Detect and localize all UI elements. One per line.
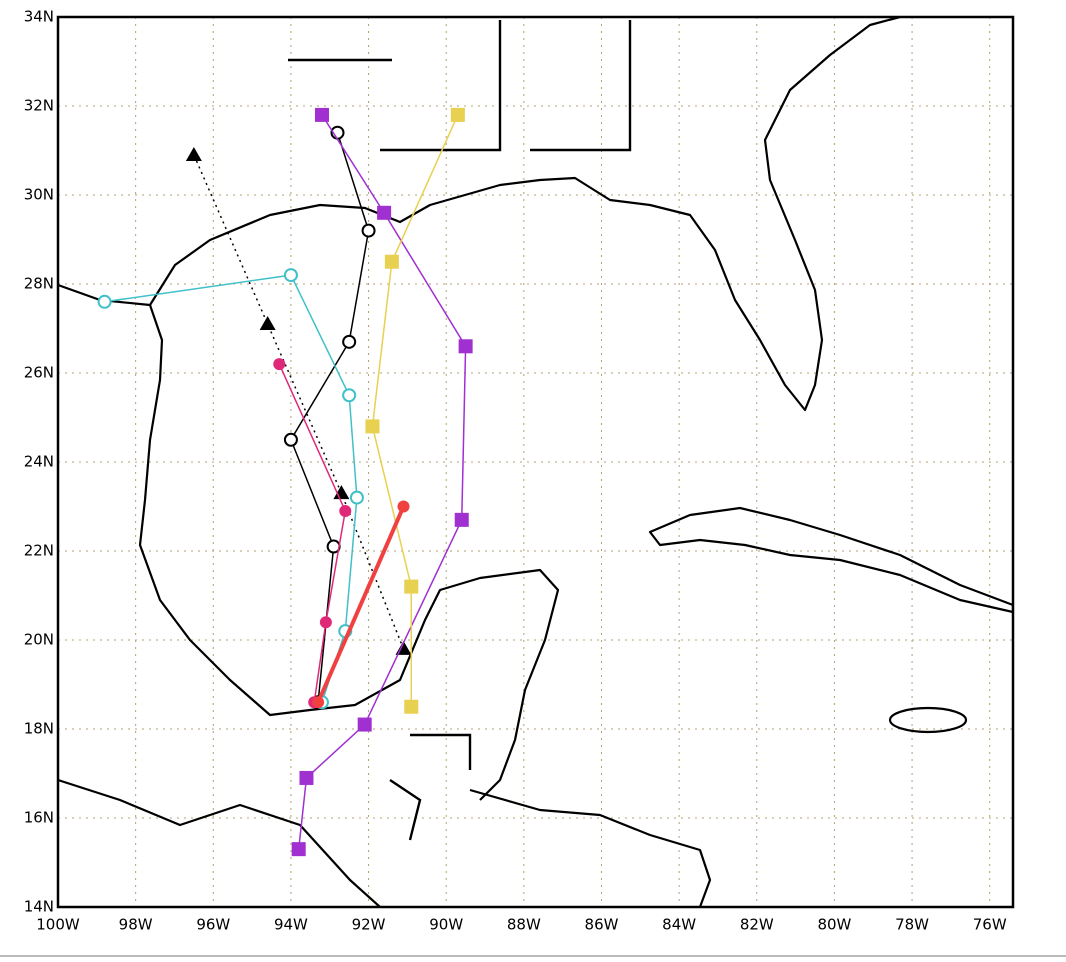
x-tick-label: 98W — [119, 916, 153, 934]
track-line — [278, 363, 347, 703]
x-tick-label: 100W — [36, 916, 80, 934]
borders — [288, 20, 632, 841]
track-point — [333, 485, 350, 500]
x-tick-label: 96W — [196, 916, 230, 934]
track-point — [319, 616, 332, 629]
track-line — [104, 274, 358, 703]
track-line — [290, 132, 370, 703]
central-america — [58, 778, 381, 907]
gulf-coast — [58, 283, 560, 801]
x-tick-label: 84W — [662, 916, 696, 934]
land-outlines — [58, 17, 1013, 907]
track-point — [291, 842, 306, 857]
track-point — [361, 223, 376, 238]
track-point — [458, 339, 473, 354]
y-tick-label: 20N — [24, 631, 54, 649]
track-point — [342, 334, 357, 349]
track-point — [404, 699, 419, 714]
tracks — [97, 107, 473, 857]
track-point — [404, 579, 419, 594]
y-tick-label: 22N — [24, 542, 54, 560]
cuba — [648, 506, 1013, 614]
track-point — [314, 107, 329, 122]
honduras-coast — [469, 788, 712, 907]
x-tick-label: 88W — [507, 916, 541, 934]
y-tick-label: 32N — [24, 97, 54, 115]
y-tick-label: 26N — [24, 364, 54, 382]
x-tick-label: 80W — [817, 916, 851, 934]
y-tick-label: 24N — [24, 453, 54, 471]
track-point — [397, 500, 410, 513]
track-point — [185, 146, 202, 161]
track-point — [312, 696, 325, 709]
track-point — [342, 388, 357, 403]
y-tick-label: 34N — [24, 8, 54, 26]
track-line — [193, 154, 405, 650]
x-tick-label: 76W — [973, 916, 1007, 934]
track-point — [365, 419, 380, 434]
y-tick-label: 28N — [24, 275, 54, 293]
x-tick-label: 94W — [274, 916, 308, 934]
jamaica — [888, 706, 968, 734]
x-tick-label: 92W — [352, 916, 386, 934]
track-line — [297, 114, 467, 850]
track-point — [357, 717, 372, 732]
x-tick-label: 82W — [740, 916, 774, 934]
x-tick-label: 78W — [895, 916, 929, 934]
x-tick-label: 90W — [429, 916, 463, 934]
track-point — [273, 358, 286, 371]
track-point — [377, 205, 392, 220]
us-coast — [149, 17, 901, 412]
track-point — [259, 316, 276, 331]
track-point — [454, 512, 469, 527]
y-tick-label: 18N — [24, 720, 54, 738]
track-point — [283, 268, 298, 283]
track-point — [349, 490, 364, 505]
track-point — [97, 294, 112, 309]
track-point — [283, 432, 298, 447]
track-point — [339, 504, 352, 517]
track-point — [299, 770, 314, 785]
y-tick-label: 30N — [24, 186, 54, 204]
map-frame — [56, 15, 1015, 909]
tick-labels: 100W 98W 96W 94W 92W 90W 88W 86W 84W 82W 80W 78W 76W… — [24, 8, 1007, 934]
track-point — [450, 107, 465, 122]
track-point — [384, 254, 399, 269]
y-tick-label: 16N — [24, 809, 54, 827]
y-tick-label: 14N — [24, 898, 54, 916]
x-tick-label: 86W — [585, 916, 619, 934]
track-line — [316, 505, 406, 704]
